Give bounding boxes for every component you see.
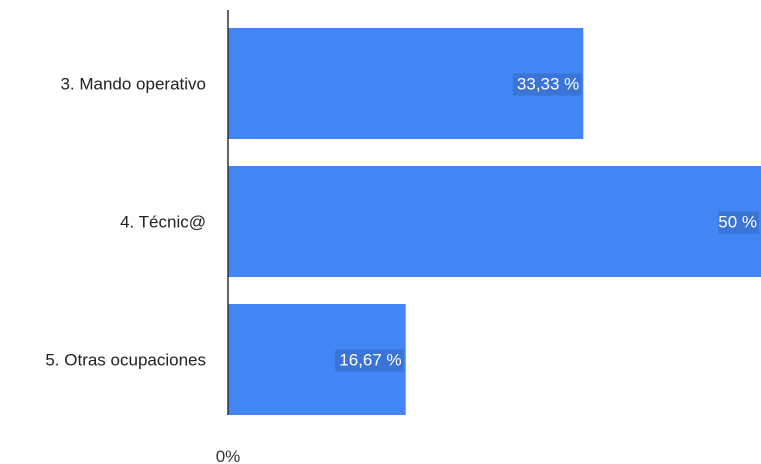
- data-label-shadow: [718, 211, 759, 234]
- axis-layer: 0%: [216, 10, 241, 464]
- category-label: 5. Otras ocupaciones: [45, 351, 206, 370]
- x-tick-label: 0%: [216, 447, 241, 464]
- bar: [228, 166, 761, 277]
- bar: [228, 304, 406, 415]
- data-label: 16,67 %: [339, 351, 401, 370]
- data-label: 50 %: [718, 213, 757, 232]
- category-label: 4. Técnic@: [120, 213, 206, 232]
- data-label-shadow: [512, 73, 582, 96]
- bar: [228, 28, 584, 139]
- bars-layer: [228, 28, 761, 415]
- labels-layer: 3. Mando operativo 33,33 % 4. Técnic@ 50 % 5…: [45, 73, 759, 372]
- data-label-shadow: [335, 349, 404, 372]
- category-label: 3. Mando operativo: [60, 75, 206, 94]
- data-label: 33,33 %: [517, 75, 579, 94]
